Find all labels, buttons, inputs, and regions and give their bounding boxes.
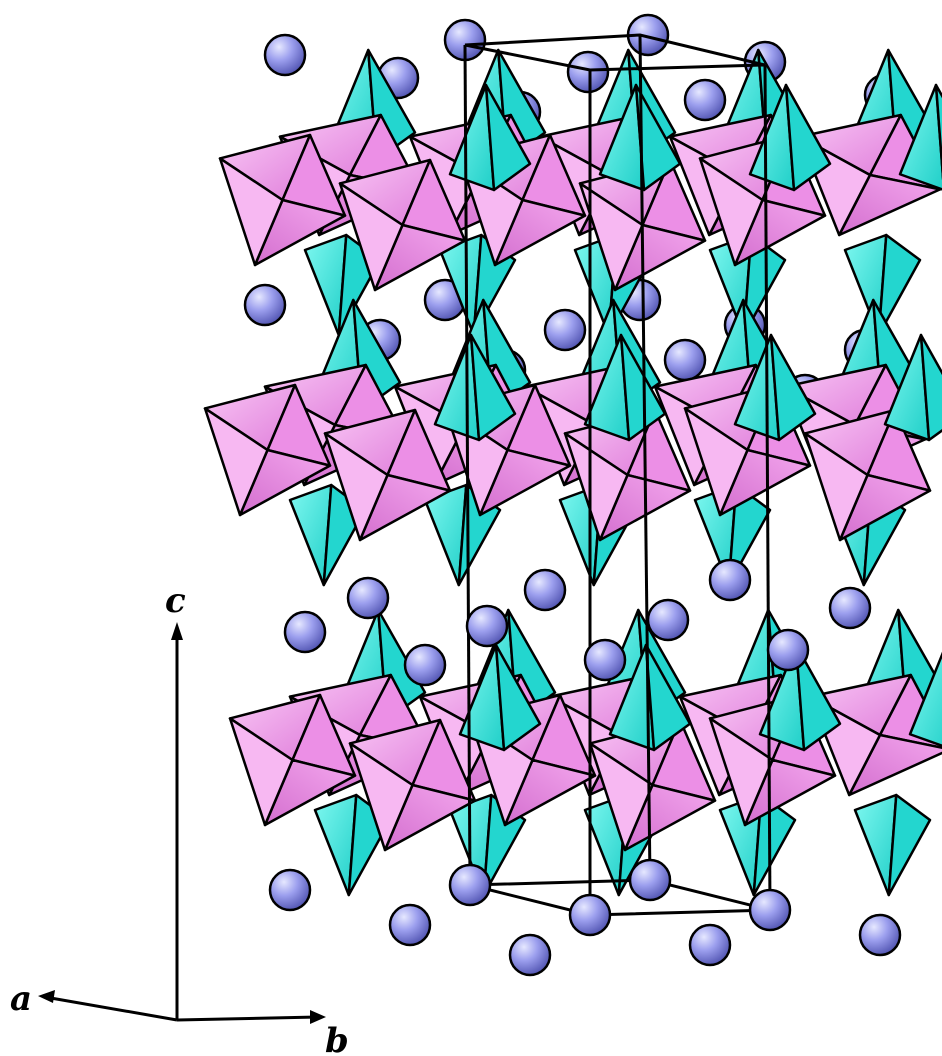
atom-sphere	[748, 888, 792, 932]
atom-sphere	[683, 78, 727, 122]
atom-sphere	[465, 604, 509, 648]
tetrahedron	[934, 83, 942, 181]
atom-sphere	[243, 283, 287, 327]
tetrahedron	[644, 643, 692, 752]
atom-sphere	[523, 568, 567, 612]
axis-a-line	[44, 995, 178, 1022]
axis-label-a: a	[10, 979, 32, 1019]
axis-a-arrowhead	[38, 990, 55, 1003]
atom-sphere	[688, 923, 732, 967]
octahedron	[228, 717, 294, 827]
tetrahedron	[794, 643, 842, 752]
atom-sphere	[543, 308, 587, 352]
atom-sphere	[283, 610, 327, 654]
unit-cell-edge	[463, 44, 472, 886]
tetrahedron	[494, 643, 542, 752]
atom-sphere	[708, 558, 752, 602]
axis-c-arrowhead	[171, 622, 183, 640]
octahedron	[578, 182, 644, 292]
octahedron	[348, 742, 414, 852]
tetrahedron	[919, 333, 942, 442]
tetrahedron	[469, 333, 517, 442]
atom-sphere	[268, 868, 312, 912]
octahedron	[708, 717, 774, 827]
octahedron	[323, 432, 389, 542]
octahedron	[698, 157, 764, 267]
atom-sphere	[766, 628, 810, 672]
axis-label-b: b	[325, 1021, 349, 1056]
front-atoms	[268, 558, 902, 977]
atom-sphere	[583, 638, 627, 682]
axis-b-line	[176, 1015, 319, 1022]
tetrahedron	[887, 793, 932, 897]
octahedron	[338, 182, 404, 292]
atom-sphere	[828, 586, 872, 630]
atom-sphere	[566, 50, 610, 94]
tetrahedron	[784, 83, 832, 192]
axis-b-arrowhead	[310, 1010, 326, 1024]
tetrahedron	[769, 333, 817, 442]
atom-sphere	[403, 643, 447, 687]
atom-sphere	[628, 858, 672, 902]
atom-sphere	[568, 893, 612, 937]
atom-sphere	[646, 598, 690, 642]
unit-cell-edge	[763, 64, 772, 911]
unit-cell-edge	[464, 33, 766, 72]
atom-sphere	[346, 576, 390, 620]
atom-sphere	[508, 933, 552, 977]
tetrahedron	[484, 83, 532, 192]
octahedron	[803, 432, 869, 542]
atom-sphere	[388, 903, 432, 947]
atom-sphere	[858, 913, 902, 957]
atom-sphere	[663, 338, 707, 382]
axis-indicator: c a b	[10, 581, 349, 1056]
octahedron	[588, 742, 654, 852]
octahedron	[218, 157, 284, 267]
octahedron	[203, 407, 269, 517]
atom-sphere	[448, 863, 492, 907]
polyhedra-layers	[203, 48, 942, 897]
tetrahedron	[877, 233, 922, 337]
axis-label-c: c	[165, 581, 186, 621]
atom-sphere	[263, 33, 307, 77]
unit-cell-edge	[638, 34, 652, 881]
octahedron	[683, 407, 749, 517]
tetrahedron	[908, 651, 942, 748]
octahedron	[563, 432, 629, 542]
